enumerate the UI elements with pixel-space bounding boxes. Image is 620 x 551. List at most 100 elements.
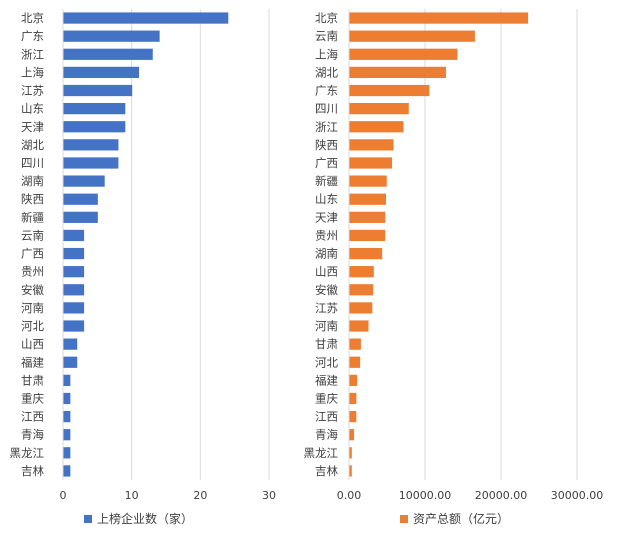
bar — [63, 429, 71, 441]
category-label: 北京 — [21, 11, 44, 25]
category-label: 青海 — [315, 428, 338, 442]
x-tick-label: 30 — [262, 489, 276, 502]
category-label: 广西 — [21, 247, 44, 261]
bar — [349, 211, 386, 223]
bar — [349, 392, 357, 405]
category-label: 新疆 — [21, 210, 44, 224]
bar — [349, 121, 404, 133]
category-label: 四川 — [315, 102, 338, 116]
category-label: 山东 — [315, 192, 338, 206]
bar — [63, 338, 78, 350]
bar — [349, 465, 352, 477]
chart-panel-total-assets: 0.00 10000.00 20000.00 30000.00 北京云南上海湖北广东四川… — [304, 9, 603, 526]
category-label: 山西 — [21, 337, 44, 351]
category-label: 湖南 — [315, 247, 338, 261]
category-label: 浙江 — [315, 120, 338, 134]
bar — [349, 266, 374, 278]
bar — [63, 175, 105, 187]
bar — [63, 410, 71, 423]
category-label: 江苏 — [21, 84, 44, 98]
category-label: 山东 — [21, 102, 44, 116]
bar — [63, 211, 98, 223]
bar — [63, 447, 71, 459]
bar — [63, 284, 85, 296]
category-label: 陕西 — [21, 192, 44, 206]
bar — [63, 121, 126, 133]
category-label: 安徽 — [21, 283, 44, 297]
category-label: 黑龙江 — [304, 446, 339, 460]
category-label: 甘肃 — [21, 373, 44, 387]
bar — [349, 356, 361, 368]
bar — [349, 48, 458, 60]
category-label: 云南 — [315, 29, 338, 43]
bar — [349, 139, 394, 151]
legend-label: 上榜企业数（家） — [97, 511, 193, 526]
bar — [63, 320, 85, 332]
bar — [349, 320, 369, 332]
bar — [349, 374, 358, 386]
bar — [349, 229, 386, 242]
chart-panel-company-count: 0 10 20 30 北京广东浙江上海江苏山东天津湖北四川湖南陕西新疆云南广西贵州安徽河… — [10, 9, 276, 526]
bar — [63, 374, 71, 386]
bar — [349, 429, 355, 441]
category-label: 江西 — [315, 410, 338, 424]
category-label: 黑龙江 — [10, 446, 45, 460]
category-label: 甘肃 — [315, 337, 338, 351]
bar — [63, 356, 78, 368]
bar — [63, 30, 160, 42]
bar — [349, 247, 383, 260]
category-label: 广东 — [315, 84, 338, 98]
category-label: 山西 — [315, 265, 338, 279]
category-label: 四川 — [21, 156, 44, 170]
category-label: 重庆 — [315, 391, 338, 405]
x-tick-label: 0.00 — [337, 489, 362, 502]
legend-swatch — [400, 515, 408, 523]
bar — [349, 338, 361, 350]
bar — [63, 157, 119, 169]
category-label: 吉林 — [21, 464, 44, 478]
category-label: 陕西 — [315, 138, 338, 152]
category-label: 重庆 — [21, 391, 44, 405]
category-label: 上海 — [315, 47, 338, 61]
bar — [63, 193, 98, 205]
category-label: 新疆 — [315, 174, 338, 188]
category-label: 浙江 — [21, 47, 44, 61]
category-label: 广东 — [21, 29, 44, 43]
bar — [63, 302, 85, 314]
bar — [63, 66, 140, 79]
category-label: 天津 — [315, 210, 338, 224]
bar — [349, 103, 409, 115]
bar — [63, 139, 119, 151]
bar — [349, 30, 475, 42]
bar — [63, 247, 85, 260]
category-label: 云南 — [21, 228, 44, 242]
category-label: 福建 — [21, 355, 44, 369]
category-label: 安徽 — [315, 283, 338, 297]
category-label: 河北 — [315, 355, 338, 369]
x-tick-label: 0 — [60, 489, 67, 502]
category-label: 湖南 — [21, 174, 44, 188]
bar — [349, 157, 393, 169]
bar — [349, 84, 430, 97]
category-label: 贵州 — [21, 265, 44, 279]
bar — [349, 12, 529, 24]
category-label: 湖北 — [21, 138, 44, 152]
bar — [349, 193, 386, 205]
bar — [349, 410, 357, 423]
category-label: 贵州 — [315, 228, 338, 242]
category-label: 江西 — [21, 410, 44, 424]
bar — [349, 175, 387, 187]
bar — [63, 266, 85, 278]
bar — [349, 302, 373, 314]
bar — [63, 48, 153, 60]
bar — [63, 392, 71, 405]
category-label: 河南 — [21, 301, 44, 315]
bar — [63, 465, 71, 477]
category-label: 江苏 — [315, 301, 338, 315]
x-tick-label: 20000.00 — [475, 489, 528, 502]
category-label: 北京 — [315, 11, 338, 25]
category-label: 青海 — [21, 428, 44, 442]
bar — [349, 66, 447, 79]
